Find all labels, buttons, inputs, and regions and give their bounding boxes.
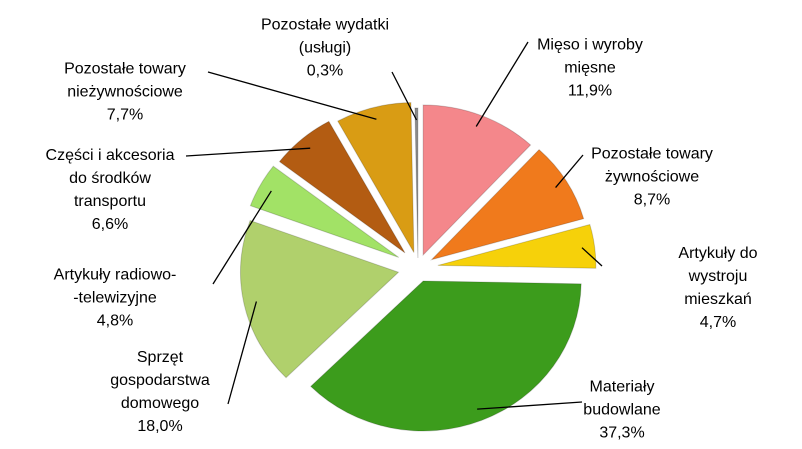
leader-line [207,71,377,120]
category-label: Części i akcesoria do środków transportu [45,147,175,210]
category-label: Mięso i wyroby mięsne [537,36,643,77]
leader-line [475,41,529,127]
leader-line [212,190,272,285]
leader-line [391,71,418,121]
category-label: Artykuły radiowo- -telewizyjne [53,266,177,307]
pie-slice [422,104,532,257]
pie-slice [414,107,419,259]
leader-line [477,401,583,410]
slice-label: Pozostałe towary żywnościowe 8,7% [591,143,713,212]
leader-line [581,247,603,267]
slice-label: Części i akcesoria do środków transportu… [46,144,175,236]
slice-label: Pozostałe wydatki (usługi) 0,3% [261,14,389,83]
leader-line [185,147,311,157]
value-label: 4,7% [699,314,737,331]
leader-line [227,301,258,405]
pie-slice [437,223,597,269]
value-label: 0,3% [306,62,344,80]
pie-slice [240,219,400,379]
value-label: 8,7% [633,191,671,209]
value-label: 7,7% [106,106,144,124]
value-label: 37,3% [599,424,645,442]
category-label: Pozostałe wydatki (usługi) [260,16,390,57]
value-label: 18,0% [137,418,183,435]
slice-label: Materiały budowlane 37,3% [583,376,660,445]
slice-label: Artykuły do wystroju mieszkań 4,7% [676,242,760,334]
pie-slice [310,280,582,432]
category-label: Pozostałe towary żywnościowe [591,145,713,186]
value-label: 6,6% [91,216,129,233]
value-label: 11,9% [567,82,613,100]
leader-line [555,154,584,188]
value-label: 4,8% [96,312,134,330]
category-label: Sprzęt gospodarstwa domowego [110,349,210,412]
pie-slice [249,165,400,258]
slice-label: Mięso i wyroby mięsne 11,9% [537,34,643,103]
slice-label: Pozostałe towary nieżywnościowe 7,7% [64,58,186,127]
slice-label: Artykuły radiowo- -telewizyjne 4,8% [54,264,177,333]
pie-slice [337,102,415,253]
category-label: Pozostałe towary nieżywnościowe [64,60,186,101]
category-label: Materiały budowlane [583,378,661,419]
pie-slice [278,120,406,254]
pie-slice [430,148,585,261]
slice-label: Sprzęt gospodarstwa domowego 18,0% [110,346,210,438]
category-label: Artykuły do wystroju mieszkań [678,245,758,308]
